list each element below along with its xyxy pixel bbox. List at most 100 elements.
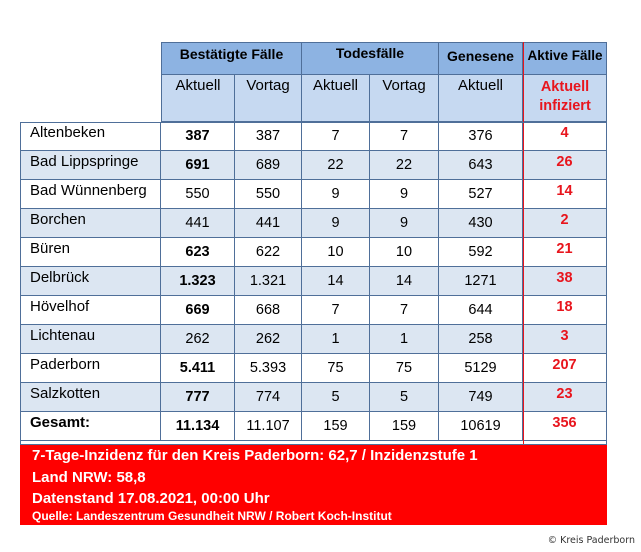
- cell-tod-vortag: 159: [370, 412, 439, 440]
- cell-aktiv: 21: [523, 238, 607, 266]
- cell-best-vortag: 441: [235, 209, 302, 237]
- cell-tod-vortag: 5: [370, 383, 439, 411]
- cell-tod-vortag: 7: [370, 122, 439, 150]
- cell-tod-aktuell: 5: [302, 383, 370, 411]
- cell-aktiv: 26: [523, 151, 607, 179]
- cell-name: Büren: [20, 238, 161, 266]
- active-column-divider: [523, 42, 524, 445]
- header-bestaetigte-faelle: Bestätigte Fälle: [161, 42, 302, 75]
- cell-genesene: 1271: [439, 267, 523, 295]
- subheader-best-vortag-label: Vortag: [246, 77, 290, 94]
- table-row: Altenbeken 387 387 7 7 376 4: [20, 122, 607, 151]
- cell-genesene: 376: [439, 122, 523, 150]
- cell-best-aktuell: 623: [161, 238, 235, 266]
- subheader-best-aktuell: Aktuell: [161, 75, 235, 122]
- footer-quelle: Quelle: Landeszentrum Gesundheit NRW / R…: [32, 509, 392, 523]
- cell-tod-vortag: 7: [370, 296, 439, 324]
- cell-tod-vortag: 10: [370, 238, 439, 266]
- cell-genesene: 5129: [439, 354, 523, 382]
- header-aktive-faelle-label: Aktive Fälle: [527, 48, 603, 63]
- cell-tod-aktuell: 7: [302, 296, 370, 324]
- cell-aktiv: 18: [523, 296, 607, 324]
- subheader-aktuell-infiziert-label: Aktuell infiziert: [539, 79, 591, 114]
- cell-tod-aktuell: 9: [302, 180, 370, 208]
- cell-name: Hövelhof: [20, 296, 161, 324]
- cell-aktiv: 207: [523, 354, 607, 382]
- header-bestaetigte-faelle-label: Bestätigte Fälle: [179, 46, 284, 62]
- cell-name: Bad Lippspringe: [20, 151, 161, 179]
- table-row: Hövelhof 669 668 7 7 644 18: [20, 296, 607, 325]
- header-genesene-label: Genesene: [447, 48, 514, 64]
- cell-best-vortag: 387: [235, 122, 302, 150]
- cell-best-aktuell: 387: [161, 122, 235, 150]
- cell-aktiv: 23: [523, 383, 607, 411]
- cell-name: Gesamt:: [20, 412, 161, 440]
- table-row: Salzkotten 777 774 5 5 749 23: [20, 383, 607, 412]
- cell-name: Lichtenau: [20, 325, 161, 353]
- cell-aktiv: 2: [523, 209, 607, 237]
- info-footer: 7-Tage-Inzidenz für den Kreis Paderborn:…: [20, 445, 607, 525]
- cell-tod-vortag: 9: [370, 180, 439, 208]
- cell-aktiv: 356: [523, 412, 607, 440]
- table-row: Lichtenau 262 262 1 1 258 3: [20, 325, 607, 354]
- cell-name: Paderborn: [20, 354, 161, 382]
- cell-best-vortag: 550: [235, 180, 302, 208]
- cell-best-aktuell: 5.411: [161, 354, 235, 382]
- header-todesfaelle: Todesfälle: [302, 42, 439, 75]
- footer-incidence-kreis: 7-Tage-Inzidenz für den Kreis Paderborn:…: [32, 447, 478, 464]
- cell-name: Salzkotten: [20, 383, 161, 411]
- cell-tod-aktuell: 1: [302, 325, 370, 353]
- table-row: Borchen 441 441 9 9 430 2: [20, 209, 607, 238]
- table-row: Paderborn 5.411 5.393 75 75 5129 207: [20, 354, 607, 383]
- header-aktive-faelle: Aktive Fälle: [523, 42, 607, 75]
- cell-genesene: 258: [439, 325, 523, 353]
- cell-best-aktuell: 1.323: [161, 267, 235, 295]
- cell-genesene: 749: [439, 383, 523, 411]
- cell-genesene: 644: [439, 296, 523, 324]
- cell-best-vortag: 668: [235, 296, 302, 324]
- table-row: Büren 623 622 10 10 592 21: [20, 238, 607, 267]
- cell-genesene: 10619: [439, 412, 523, 440]
- cell-genesene: 592: [439, 238, 523, 266]
- table-row: Bad Wünnenberg 550 550 9 9 527 14: [20, 180, 607, 209]
- cell-genesene: 527: [439, 180, 523, 208]
- footer-incidence-nrw: Land NRW: 58,8: [32, 469, 146, 486]
- cell-best-vortag: 5.393: [235, 354, 302, 382]
- cell-best-vortag: 1.321: [235, 267, 302, 295]
- cell-tod-aktuell: 7: [302, 122, 370, 150]
- cell-aktiv: 4: [523, 122, 607, 150]
- table-row: Bad Lippspringe 691 689 22 22 643 26: [20, 151, 607, 180]
- cell-best-vortag: 689: [235, 151, 302, 179]
- cell-tod-aktuell: 159: [302, 412, 370, 440]
- subheader-tod-vortag: Vortag: [370, 75, 439, 122]
- cell-tod-aktuell: 22: [302, 151, 370, 179]
- cell-aktiv: 14: [523, 180, 607, 208]
- subheader-best-aktuell-label: Aktuell: [175, 77, 221, 94]
- cell-tod-vortag: 75: [370, 354, 439, 382]
- cell-best-aktuell: 11.134: [161, 412, 235, 440]
- cell-best-aktuell: 441: [161, 209, 235, 237]
- cell-best-aktuell: 777: [161, 383, 235, 411]
- subheader-genesene-aktuell-label: Aktuell: [457, 77, 504, 94]
- subheader-tod-aktuell-label: Aktuell: [312, 77, 359, 94]
- cell-name: Altenbeken: [20, 122, 161, 150]
- cell-tod-vortag: 1: [370, 325, 439, 353]
- header-todesfaelle-label: Todesfälle: [335, 45, 405, 61]
- subheader-best-vortag: Vortag: [235, 75, 302, 122]
- cell-tod-aktuell: 14: [302, 267, 370, 295]
- subheader-genesene-aktuell: Aktuell: [439, 75, 523, 122]
- header-genesene: Genesene: [439, 42, 523, 75]
- cell-best-vortag: 11.107: [235, 412, 302, 440]
- cell-tod-vortag: 14: [370, 267, 439, 295]
- table-row: Gesamt: 11.134 11.107 159 159 10619 356: [20, 412, 607, 441]
- cell-genesene: 643: [439, 151, 523, 179]
- cell-best-aktuell: 669: [161, 296, 235, 324]
- subheader-tod-vortag-label: Vortag: [382, 77, 426, 94]
- cell-best-vortag: 262: [235, 325, 302, 353]
- copyright-note: © Kreis Paderborn: [547, 535, 635, 546]
- cell-tod-aktuell: 75: [302, 354, 370, 382]
- cell-name: Bad Wünnenberg: [20, 180, 161, 208]
- cell-best-aktuell: 262: [161, 325, 235, 353]
- cell-tod-aktuell: 9: [302, 209, 370, 237]
- cell-genesene: 430: [439, 209, 523, 237]
